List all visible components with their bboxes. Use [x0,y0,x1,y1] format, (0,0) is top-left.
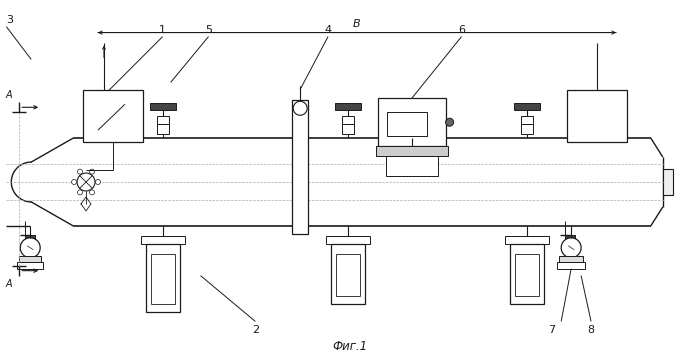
Text: 5: 5 [205,24,212,35]
Bar [522,124,533,134]
Circle shape [78,190,83,195]
Bar [336,254,360,296]
Bar [335,103,361,110]
Bar [18,262,43,269]
Bar [25,235,35,241]
Circle shape [20,238,40,258]
Bar [83,90,143,142]
Circle shape [293,101,307,115]
Circle shape [71,179,76,185]
Text: 8: 8 [587,325,594,336]
Bar [157,116,169,124]
Text: Фиг.1: Фиг.1 [332,340,368,353]
Bar [387,112,427,136]
Text: 7: 7 [547,325,555,336]
Bar [157,124,169,134]
Text: 4: 4 [325,24,332,35]
Circle shape [446,118,454,126]
Bar [331,244,365,304]
Bar [331,236,365,244]
Text: А: А [6,278,13,289]
Bar [565,235,575,241]
Bar [150,103,176,110]
Bar [663,169,673,195]
Text: 1: 1 [159,24,166,35]
Bar [505,236,550,244]
Bar [378,98,446,146]
Bar [326,236,370,244]
Circle shape [95,179,101,185]
Text: А: А [6,90,13,100]
Bar [342,124,354,134]
Circle shape [78,169,83,174]
Bar [510,236,545,244]
Bar [559,256,583,262]
Text: В: В [354,19,360,29]
Text: 3: 3 [6,15,13,25]
Bar [150,254,175,304]
Circle shape [77,173,95,191]
Circle shape [90,190,95,195]
Bar [292,100,308,234]
Circle shape [90,169,95,174]
Text: 2: 2 [252,325,259,336]
Bar [567,90,627,142]
Bar [146,244,180,312]
Bar [522,116,533,124]
Bar [20,256,41,262]
Text: 6: 6 [458,24,465,35]
Bar [342,116,354,124]
Circle shape [561,238,581,258]
Bar [141,236,185,244]
Bar [376,146,447,156]
Bar [515,254,539,296]
Bar [514,103,540,110]
Bar [146,236,180,244]
Bar [557,262,585,269]
Bar [386,156,438,176]
Bar [510,244,545,304]
